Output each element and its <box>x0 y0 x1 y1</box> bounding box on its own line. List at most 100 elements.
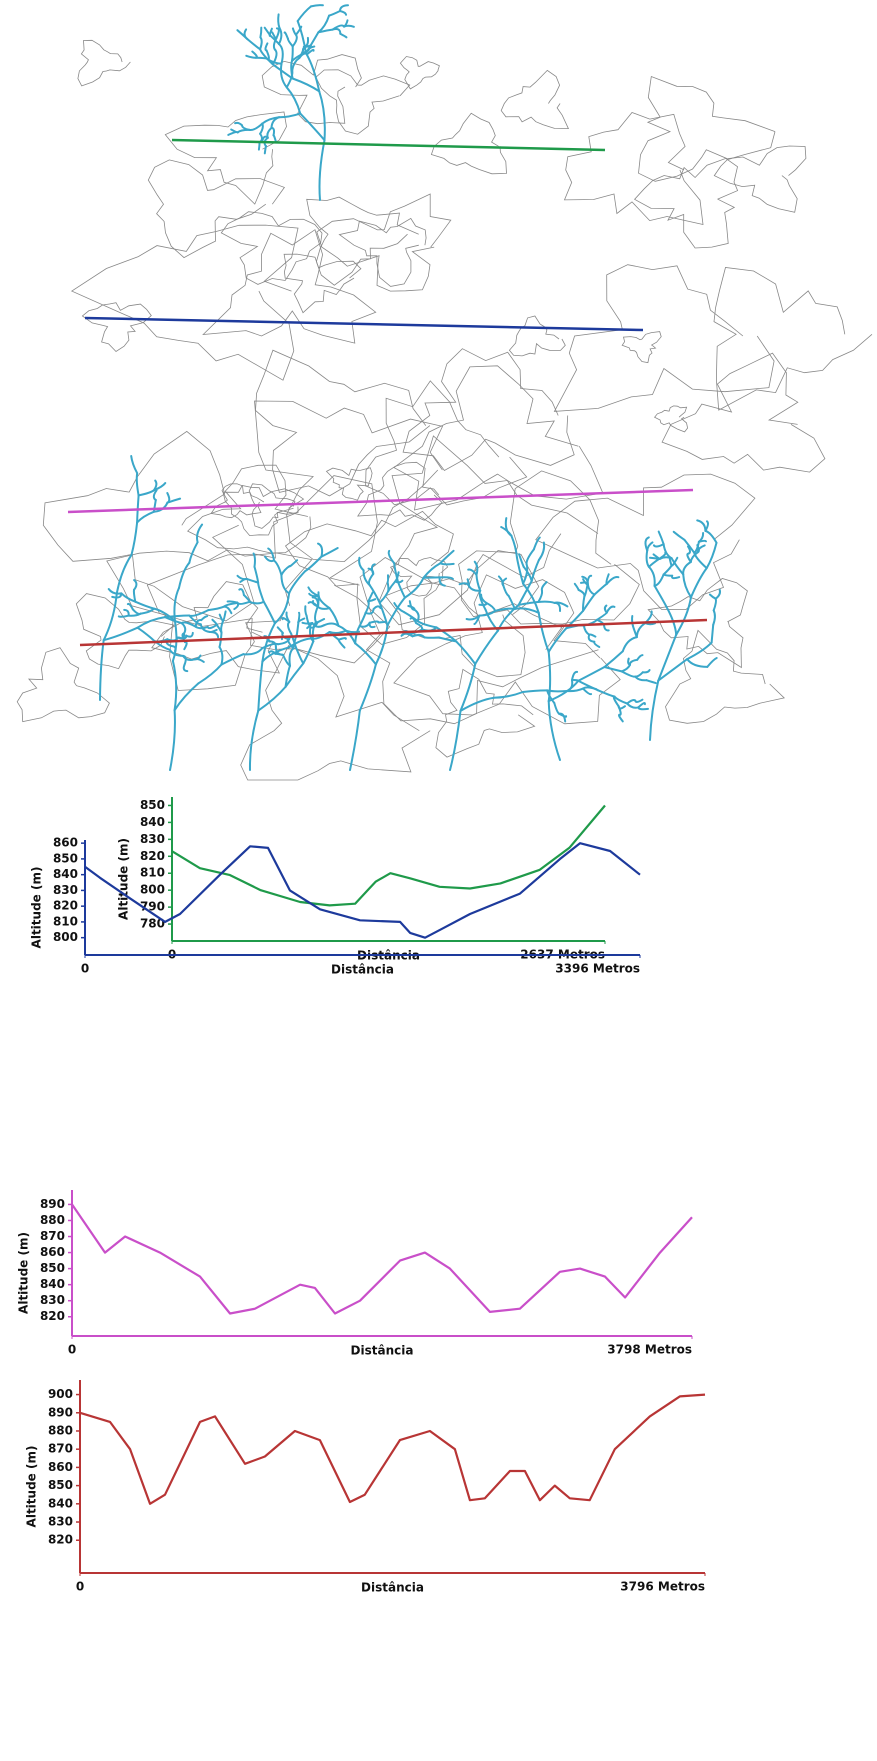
contour-line <box>241 646 431 780</box>
profile-chart: 82083084085086087088089003798 MetrosDist… <box>17 1190 693 1358</box>
y-tick-label: 830 <box>40 1293 65 1307</box>
stream <box>534 538 540 550</box>
stream <box>134 590 135 602</box>
stream <box>278 627 283 633</box>
stream <box>707 658 716 667</box>
stream <box>683 562 691 574</box>
stream <box>221 654 243 664</box>
contour-line <box>82 303 151 352</box>
stream <box>319 596 330 608</box>
stream <box>659 532 664 545</box>
stream <box>627 704 638 708</box>
stream <box>260 37 262 49</box>
stream <box>583 689 591 695</box>
stream <box>707 543 717 568</box>
stream <box>246 56 256 58</box>
stream <box>527 550 534 565</box>
stream <box>300 114 324 141</box>
stream <box>287 71 293 88</box>
stream <box>714 599 716 611</box>
stream <box>549 701 560 760</box>
contour-line <box>78 40 130 86</box>
contour-line <box>431 113 506 174</box>
y-axis-label: Altitude (m) <box>17 1232 31 1314</box>
stream <box>137 512 154 523</box>
stream <box>281 64 287 88</box>
stream <box>267 128 271 138</box>
y-axis-label: Altitude (m) <box>117 838 131 920</box>
y-tick-label: 860 <box>48 1460 73 1474</box>
stream <box>369 574 373 585</box>
profile-line <box>80 1395 705 1504</box>
stream <box>370 622 379 623</box>
contour-line <box>255 401 443 562</box>
stream <box>687 643 711 660</box>
stream <box>388 582 389 591</box>
stream <box>649 567 655 586</box>
stream <box>305 606 306 616</box>
stream <box>239 589 244 595</box>
stream <box>579 590 585 596</box>
stream <box>523 690 547 692</box>
stream <box>638 703 645 707</box>
stream <box>247 39 260 49</box>
stream <box>265 43 267 50</box>
stream <box>139 490 154 495</box>
stream <box>538 591 542 602</box>
stream <box>281 566 289 575</box>
stream <box>259 143 260 150</box>
stream <box>165 617 182 623</box>
stream <box>647 680 656 683</box>
stream <box>276 28 278 38</box>
contour-line <box>317 194 451 291</box>
y-axis-label: Altitude (m) <box>25 1446 39 1528</box>
stream <box>440 577 453 579</box>
contour-line <box>714 268 872 411</box>
stream <box>265 146 266 153</box>
stream <box>199 665 222 684</box>
x-tick-label: 0 <box>76 1580 84 1594</box>
stream <box>173 661 176 710</box>
y-tick-label: 840 <box>53 867 78 881</box>
stream <box>635 700 642 702</box>
stream <box>597 613 607 620</box>
stream <box>274 561 281 576</box>
stream <box>539 543 544 561</box>
y-tick-label: 840 <box>140 815 165 829</box>
y-tick-label: 850 <box>48 1478 73 1492</box>
contour-line <box>366 381 527 505</box>
stream <box>664 566 672 575</box>
contour-line <box>662 353 825 472</box>
stream <box>318 619 325 622</box>
x-axis-label: Distância <box>331 963 394 977</box>
stream <box>503 585 508 596</box>
y-tick-label: 880 <box>40 1213 65 1227</box>
stream <box>697 520 705 531</box>
contour-line <box>221 212 322 285</box>
y-tick-label: 870 <box>40 1229 65 1243</box>
y-tick-label: 870 <box>48 1442 73 1456</box>
stream <box>298 6 311 21</box>
stream <box>539 613 549 652</box>
y-tick-label: 860 <box>40 1245 65 1259</box>
stream <box>288 39 293 46</box>
stream <box>672 558 684 574</box>
stream <box>197 525 202 543</box>
stream <box>705 531 716 543</box>
stream <box>260 28 261 38</box>
y-tick-label: 900 <box>48 1387 73 1401</box>
stream <box>554 703 559 714</box>
stream <box>256 58 268 60</box>
transect-line <box>68 490 693 512</box>
transect-line <box>172 140 605 150</box>
stream <box>171 646 175 651</box>
contour-line <box>316 70 410 134</box>
y-tick-label: 840 <box>48 1496 73 1510</box>
stream <box>605 606 607 613</box>
y-tick-label: 820 <box>40 1309 65 1323</box>
profile-line <box>72 1204 692 1313</box>
stream <box>699 541 706 542</box>
stream <box>119 616 129 617</box>
stream <box>287 87 301 113</box>
stream <box>450 711 461 770</box>
